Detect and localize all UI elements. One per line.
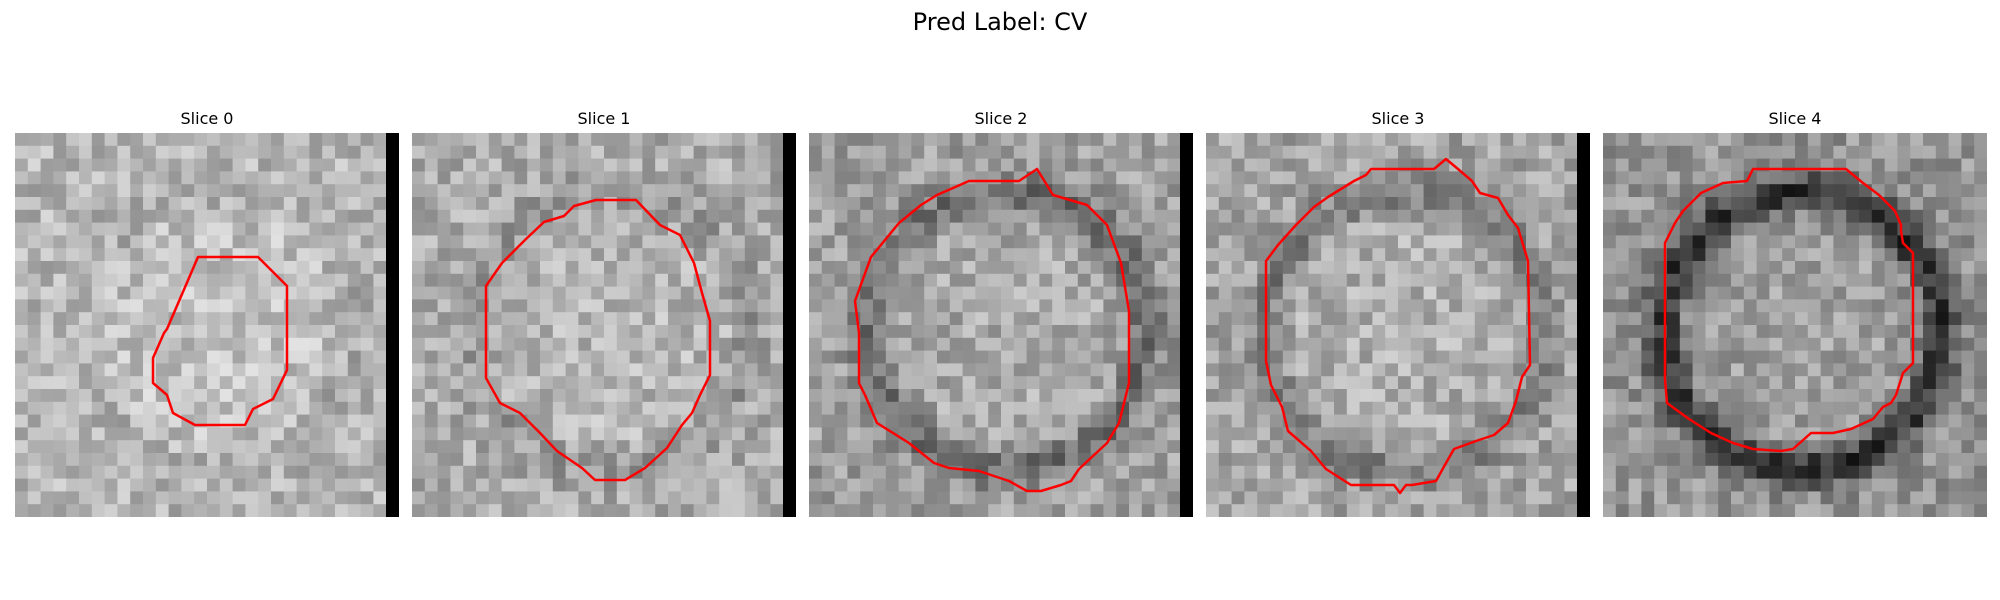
slice-title: Slice 0: [180, 109, 234, 128]
slice-panel-3: Slice 3: [1206, 105, 1590, 525]
slice-panel-0: Slice 0: [15, 105, 399, 525]
slice-pixels: [412, 133, 796, 517]
slice-title: Slice 4: [1768, 109, 1822, 128]
slice-title: Slice 1: [577, 109, 631, 128]
slice-panel-4: Slice 4: [1603, 105, 1987, 525]
slice-pixels: [1603, 133, 1987, 517]
black-edge-bar: [1180, 133, 1193, 517]
slice-image-1: [412, 133, 796, 517]
black-edge-bar: [386, 133, 399, 517]
segmentation-contour: [484, 198, 712, 482]
slice-panel-1: Slice 1: [412, 105, 796, 525]
slice-pixels: [15, 133, 399, 517]
slice-image-2: [809, 133, 1193, 517]
segmentation-contour: [1264, 157, 1532, 495]
slice-pixels: [809, 133, 1193, 517]
segmentation-contour: [151, 255, 289, 427]
slice-title: Slice 3: [1371, 109, 1425, 128]
black-edge-bar: [783, 133, 796, 517]
slice-image-4: [1603, 133, 1987, 517]
segmentation-contour: [853, 167, 1131, 493]
slice-pixels: [1206, 133, 1590, 517]
slice-image-0: [15, 133, 399, 517]
black-edge-bar: [1577, 133, 1590, 517]
figure-title: Pred Label: CV: [912, 8, 1088, 36]
slice-image-3: [1206, 133, 1590, 517]
slice-title: Slice 2: [974, 109, 1028, 128]
segmentation-contour: [1663, 167, 1915, 453]
slice-panel-2: Slice 2: [809, 105, 1193, 525]
